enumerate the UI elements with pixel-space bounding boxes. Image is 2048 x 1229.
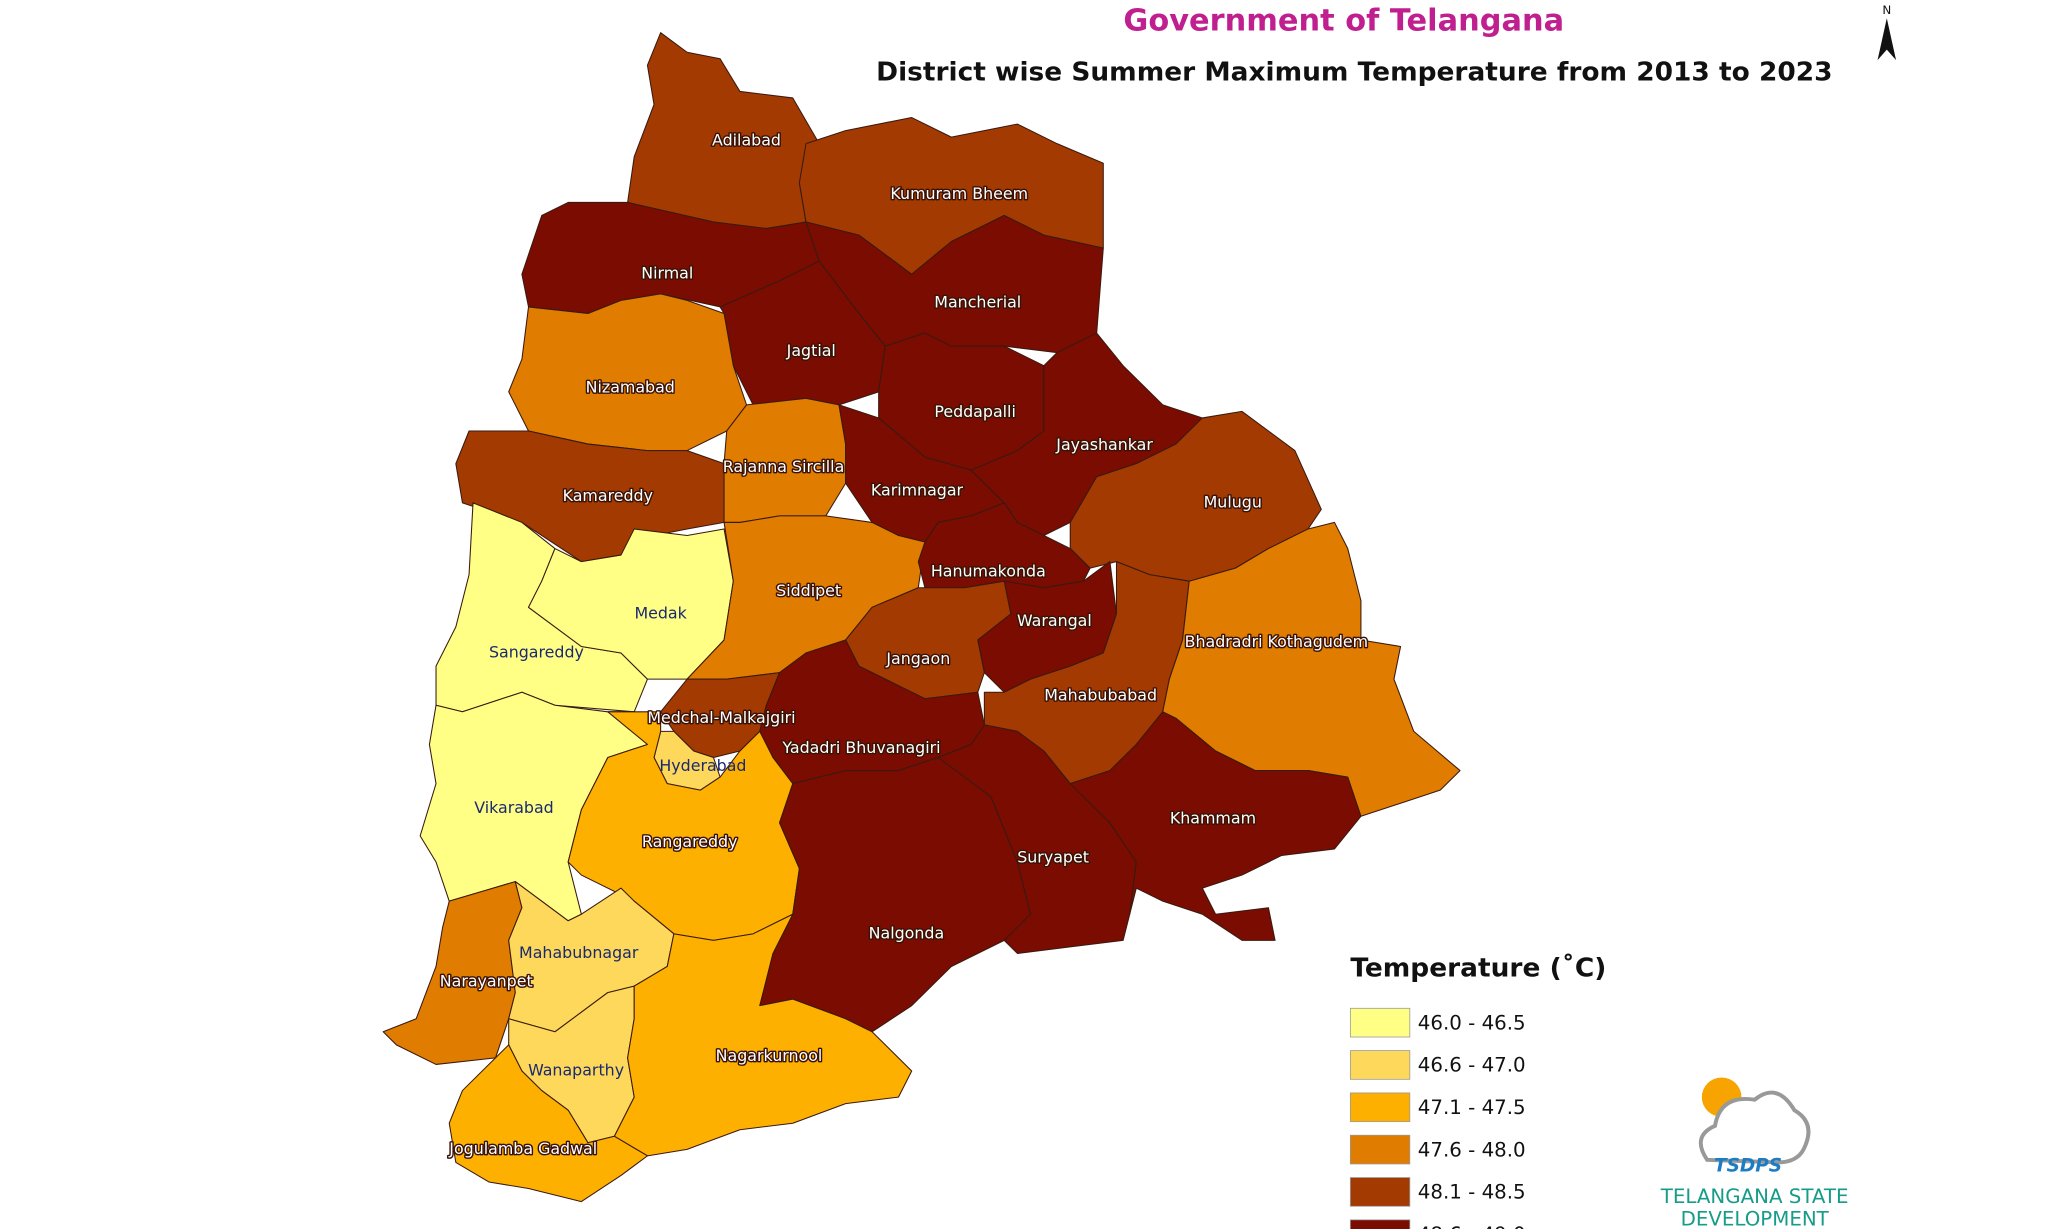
districts (382, 32, 1461, 1203)
district-label: Medchal-Malkajgiri (647, 708, 795, 727)
district-label: Siddipet (776, 581, 841, 600)
district (419, 691, 648, 922)
district-label: Rajanna Sircilla (723, 457, 845, 476)
district-label: Wanaparthy (528, 1061, 624, 1080)
district-label: Yadadri Bhuvanagiri (781, 738, 940, 757)
district-label: Nizamabad (586, 377, 675, 396)
district-label: Medak (634, 603, 687, 622)
district-label: Suryapet (1017, 848, 1089, 867)
district-label: Adilabad (712, 131, 781, 150)
logo: TSDPS TELANGANA STATE DEVELOPMENT (1660, 1077, 1849, 1229)
legend-swatch (1349, 1092, 1411, 1123)
district-label: Jayashankar (1055, 435, 1153, 454)
legend-label: 46.6 - 47.0 (1418, 1054, 1526, 1077)
legend-title: Temperature (˚C) (1350, 953, 1606, 984)
legend-label: 48.6 - 49.0 (1418, 1223, 1526, 1229)
district-label: Mahabubnagar (519, 943, 639, 962)
district-label: Kumuram Bheem (890, 184, 1028, 203)
district-label: Mancherial (934, 293, 1021, 312)
district-label: Jogulamba Gadwal (448, 1139, 597, 1158)
legend-swatch (1349, 1134, 1411, 1165)
district-label: Mahabubabad (1044, 686, 1157, 705)
district-label: Narayanpet (440, 972, 533, 991)
district-label: Vikarabad (474, 798, 554, 817)
legend-label: 46.0 - 46.5 (1418, 1012, 1526, 1035)
district-label: Karimnagar (871, 481, 964, 500)
north-label: N (1882, 3, 1891, 17)
district-label: Sangareddy (489, 643, 584, 662)
district-label: Bhadradri Kothagudem (1185, 632, 1368, 651)
subtitle: District wise Summer Maximum Temperature… (876, 58, 1832, 88)
district-label: Nagarkurnool (716, 1046, 823, 1065)
legend-swatch (1349, 1177, 1411, 1207)
legend-label: 47.6 - 48.0 (1418, 1138, 1526, 1161)
legend-label: 48.1 - 48.5 (1418, 1181, 1526, 1204)
district-label: Hyderabad (659, 756, 746, 775)
district-label: Kamareddy (563, 486, 653, 505)
north-arrow (1877, 18, 1897, 61)
legend-swatch (1349, 1007, 1411, 1038)
district (613, 913, 913, 1157)
title: Government of Telangana (1123, 4, 1564, 39)
legend-label: 47.1 - 47.5 (1418, 1096, 1526, 1119)
legend: 46.0 - 46.5 46.6 - 47.0 47.1 - 47.5 47.6 - … (1349, 1007, 1526, 1229)
district-label: Nalgonda (869, 923, 945, 942)
district (1069, 711, 1362, 941)
logo-cloud (1698, 1090, 1811, 1165)
district-label: Jangaon (885, 649, 950, 668)
district-label: Mulugu (1204, 492, 1262, 511)
logo-line: TELANGANA STATE (1660, 1185, 1849, 1208)
district-label: Hanumakonda (931, 562, 1046, 581)
legend-swatch (1349, 1050, 1411, 1080)
district-label: Rangareddy (642, 832, 738, 851)
district (508, 293, 748, 452)
legend-swatch (1349, 1219, 1411, 1229)
district-label: Nirmal (641, 264, 693, 283)
district (448, 1044, 648, 1203)
logo-name: TSDPS (1714, 1155, 1782, 1176)
district-label: Jagtial (786, 341, 836, 360)
logo-line: DEVELOPMENT (1681, 1207, 1830, 1229)
district-labels: Adilabad Kumuram Bheem Nirmal Mancherial Jag… (438, 129, 1369, 1159)
district-label: Peddapalli (934, 402, 1016, 421)
district-label: Khammam (1170, 808, 1256, 827)
district-label: Warangal (1017, 611, 1092, 630)
